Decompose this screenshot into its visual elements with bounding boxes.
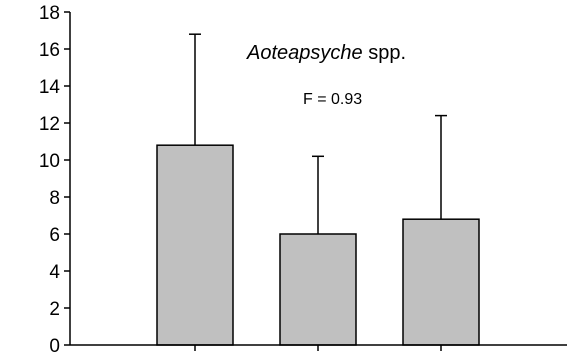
y-tick-label: 14 xyxy=(39,77,61,98)
y-tick-label: 18 xyxy=(39,3,60,24)
y-tick-label: 0 xyxy=(49,336,60,353)
y-tick-label: 4 xyxy=(49,262,60,283)
chart-title: Aoteapsyche spp. xyxy=(246,42,406,64)
bar xyxy=(279,233,357,346)
bar xyxy=(402,218,480,346)
y-tick-label: 8 xyxy=(49,188,60,209)
error-bars xyxy=(189,33,447,234)
y-tick-label: 2 xyxy=(49,299,60,320)
y-ticks: 0 2 4 6 8 10 12 14 16 18 xyxy=(39,3,70,357)
f-statistic-annotation: F = 0.93 xyxy=(303,91,362,108)
bar xyxy=(156,144,234,346)
y-tick-label: 10 xyxy=(39,151,60,172)
bars xyxy=(156,144,480,351)
y-tick-label: 12 xyxy=(39,114,60,135)
chart-title-genus: Aoteapsyche xyxy=(246,42,363,64)
y-tick-label: 16 xyxy=(39,40,60,61)
y-tick-label: 6 xyxy=(49,225,60,246)
axes xyxy=(69,12,567,346)
chart-title-suffix: spp. xyxy=(363,42,406,64)
